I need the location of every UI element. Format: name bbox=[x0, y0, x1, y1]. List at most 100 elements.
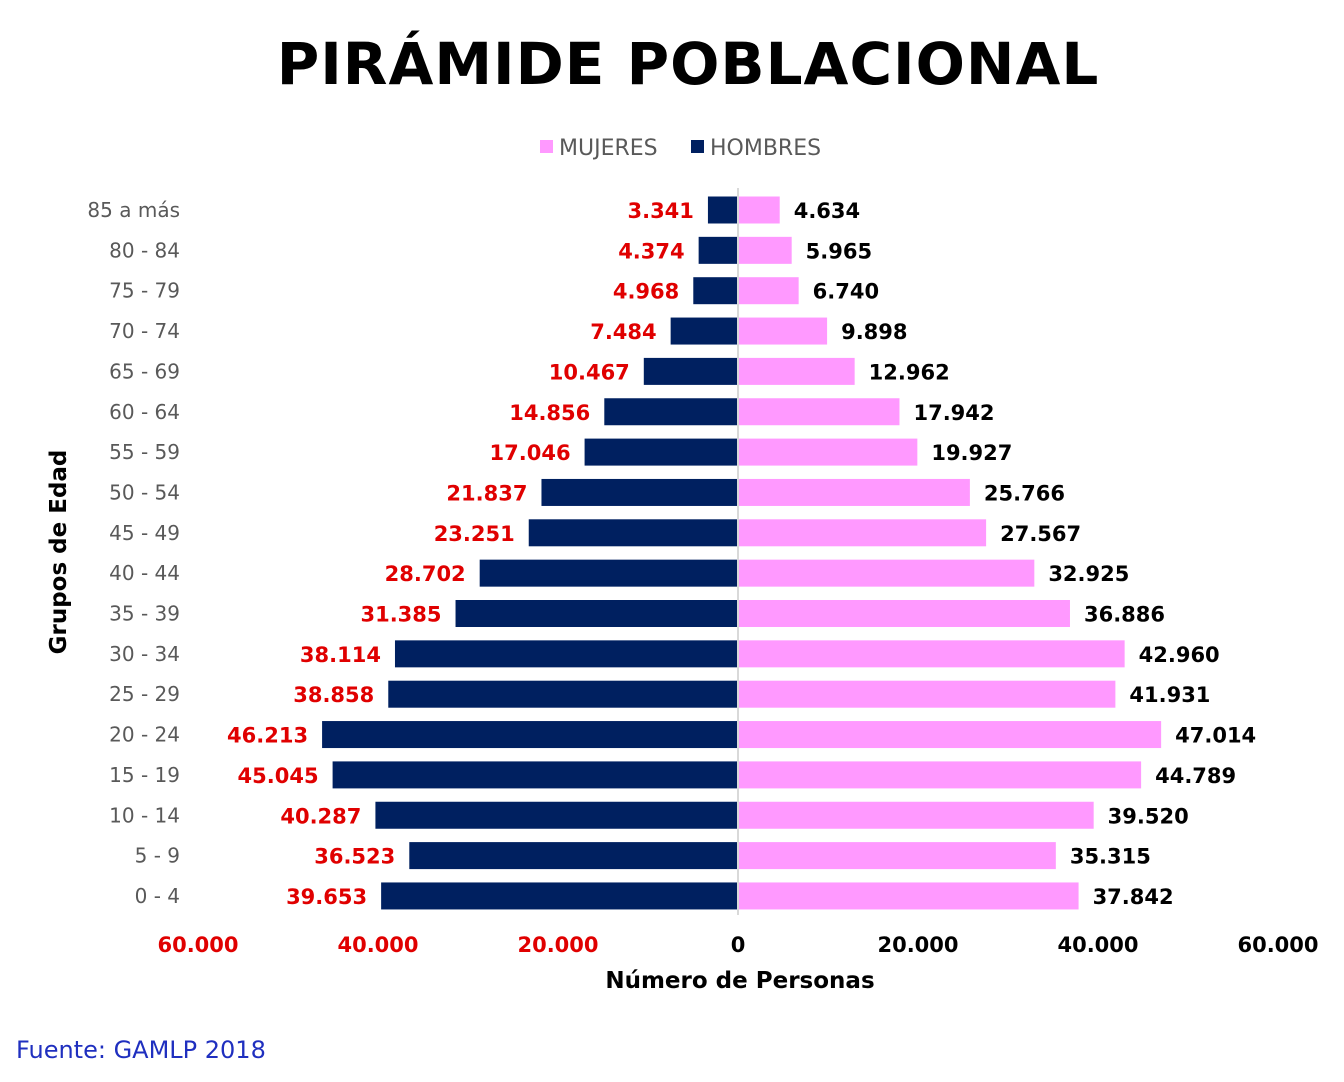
bar-mujeres bbox=[738, 438, 918, 466]
bar-hombres bbox=[698, 236, 738, 264]
bar-hombres bbox=[693, 277, 738, 305]
bar-mujeres bbox=[738, 721, 1162, 749]
bar-hombres bbox=[322, 721, 738, 749]
x-tick-label: 60.000 bbox=[1237, 933, 1318, 957]
value-label-hombres: 31.385 bbox=[360, 603, 441, 627]
value-label-mujeres: 4.634 bbox=[794, 199, 860, 223]
bar-mujeres bbox=[738, 317, 828, 345]
source-note: Fuente: GAMLP 2018 bbox=[16, 1036, 266, 1064]
age-group-label: 30 - 34 bbox=[109, 642, 180, 666]
bar-mujeres bbox=[738, 478, 970, 506]
y-axis-title: Grupos de Edad bbox=[46, 450, 72, 655]
bar-hombres bbox=[381, 882, 738, 910]
value-label-mujeres: 6.740 bbox=[813, 280, 879, 304]
age-group-label: 85 a más bbox=[87, 198, 180, 222]
x-axis-ticks: 60.000 40.000 20.000 0 20.000 40.000 60.000 bbox=[157, 933, 1318, 957]
chart-title: PIRÁMIDE POBLACIONAL bbox=[276, 30, 1100, 98]
bars bbox=[322, 196, 1162, 910]
value-label-hombres: 45.045 bbox=[238, 764, 319, 788]
value-label-mujeres: 47.014 bbox=[1175, 724, 1256, 748]
bar-mujeres bbox=[738, 559, 1035, 587]
value-label-hombres: 10.467 bbox=[549, 360, 630, 384]
value-label-hombres: 23.251 bbox=[434, 522, 515, 546]
bar-mujeres bbox=[738, 519, 987, 547]
x-tick-label: 60.000 bbox=[157, 933, 238, 957]
value-label-mujeres: 9.898 bbox=[841, 320, 907, 344]
value-label-hombres: 40.287 bbox=[280, 804, 361, 828]
value-label-mujeres: 36.886 bbox=[1084, 603, 1165, 627]
x-axis-title: Número de Personas bbox=[605, 968, 874, 994]
bar-mujeres bbox=[738, 640, 1125, 668]
value-label-hombres: 4.374 bbox=[618, 239, 684, 263]
bar-hombres bbox=[584, 438, 738, 466]
x-tick-label: 20.000 bbox=[877, 933, 958, 957]
value-label-mujeres: 27.567 bbox=[1000, 522, 1081, 546]
age-group-label: 45 - 49 bbox=[109, 521, 180, 545]
x-tick-label: 20.000 bbox=[517, 933, 598, 957]
value-label-hombres: 14.856 bbox=[509, 401, 590, 425]
bar-mujeres bbox=[738, 680, 1116, 708]
age-group-label: 50 - 54 bbox=[109, 480, 180, 504]
value-label-mujeres: 44.789 bbox=[1155, 764, 1236, 788]
value-label-hombres: 38.114 bbox=[300, 643, 381, 667]
age-group-label: 0 - 4 bbox=[135, 884, 180, 908]
bar-hombres bbox=[541, 478, 738, 506]
x-tick-label: 0 bbox=[731, 933, 746, 957]
bar-mujeres bbox=[738, 842, 1056, 870]
bar-hombres bbox=[409, 842, 738, 870]
x-tick-label: 40.000 bbox=[1057, 933, 1138, 957]
value-label-mujeres: 25.766 bbox=[984, 481, 1065, 505]
legend: MUJERES HOMBRES bbox=[540, 136, 821, 161]
value-label-hombres: 17.046 bbox=[490, 441, 571, 465]
bar-hombres bbox=[707, 196, 738, 224]
age-group-label: 15 - 19 bbox=[109, 763, 180, 787]
legend-swatch-mujeres bbox=[540, 140, 553, 153]
age-group-label: 25 - 29 bbox=[109, 682, 180, 706]
bar-mujeres bbox=[738, 882, 1079, 910]
value-label-mujeres: 35.315 bbox=[1070, 845, 1151, 869]
age-group-label: 5 - 9 bbox=[135, 844, 180, 868]
x-tick-label: 40.000 bbox=[337, 933, 418, 957]
bar-mujeres bbox=[738, 398, 900, 426]
bar-hombres bbox=[643, 357, 738, 385]
age-group-label: 75 - 79 bbox=[109, 279, 180, 303]
bar-hombres bbox=[479, 559, 738, 587]
value-label-mujeres: 41.931 bbox=[1129, 683, 1210, 707]
age-group-label: 20 - 24 bbox=[109, 723, 180, 747]
age-group-label: 40 - 44 bbox=[109, 561, 180, 585]
value-label-mujeres: 37.842 bbox=[1093, 885, 1174, 909]
bar-mujeres bbox=[738, 600, 1070, 627]
value-label-mujeres: 17.942 bbox=[913, 401, 994, 425]
bar-hombres bbox=[528, 519, 738, 547]
age-group-label: 55 - 59 bbox=[109, 440, 180, 464]
age-group-label: 70 - 74 bbox=[109, 319, 180, 343]
value-label-hombres: 39.653 bbox=[286, 885, 367, 909]
value-label-hombres: 36.523 bbox=[314, 845, 395, 869]
bar-hombres bbox=[604, 398, 738, 426]
age-group-label: 60 - 64 bbox=[109, 400, 180, 424]
value-label-hombres: 3.341 bbox=[627, 199, 693, 223]
value-label-mujeres: 5.965 bbox=[806, 239, 872, 263]
legend-swatch-hombres bbox=[691, 140, 704, 153]
value-label-hombres: 7.484 bbox=[590, 320, 656, 344]
legend-label-hombres: HOMBRES bbox=[710, 136, 821, 161]
bar-mujeres bbox=[738, 357, 855, 385]
bar-hombres bbox=[455, 600, 738, 627]
bar-mujeres bbox=[738, 277, 799, 305]
value-labels: 3.341 4.634 4.374 5.965 4.968 6.740 7.484 9.898… bbox=[227, 199, 1256, 909]
value-label-mujeres: 42.960 bbox=[1139, 643, 1220, 667]
value-label-mujeres: 19.927 bbox=[931, 441, 1012, 465]
value-label-hombres: 46.213 bbox=[227, 724, 308, 748]
value-label-hombres: 28.702 bbox=[385, 562, 466, 586]
age-group-labels: 85 a más 80 - 84 75 - 79 70 - 74 65 - 69 60 -… bbox=[87, 198, 180, 908]
age-group-label: 65 - 69 bbox=[109, 359, 180, 383]
value-label-hombres: 4.968 bbox=[613, 280, 679, 304]
age-group-label: 35 - 39 bbox=[109, 602, 180, 626]
bar-mujeres bbox=[738, 236, 792, 264]
legend-label-mujeres: MUJERES bbox=[559, 136, 658, 161]
bar-hombres bbox=[375, 801, 738, 829]
bar-mujeres bbox=[738, 196, 780, 224]
bar-hombres bbox=[670, 317, 738, 345]
value-label-mujeres: 32.925 bbox=[1048, 562, 1129, 586]
